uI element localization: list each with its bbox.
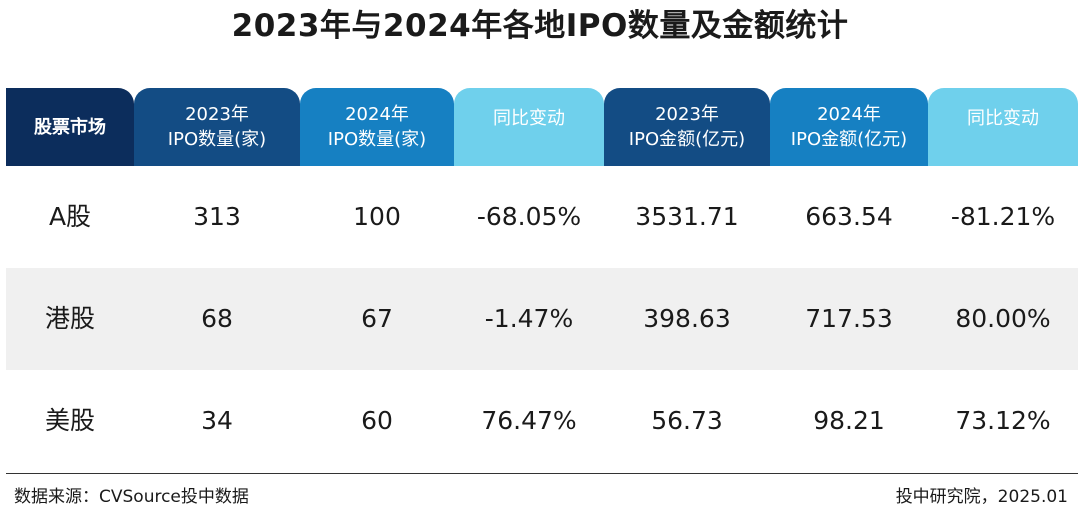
table-body: A股 313 100 -68.05% 3531.71 663.54 -81.21…	[6, 166, 1078, 472]
header-count-2024-line1: 2024年	[345, 104, 409, 125]
cell-amount-yoy: 73.12%	[955, 406, 1051, 435]
cell-ipo-amount-2024: 663.54	[805, 202, 893, 231]
header-count-yoy-line1: 同比变动	[493, 108, 565, 129]
cell-market: 美股	[44, 406, 95, 435]
cell-ipo-count-2024: 60	[361, 406, 393, 435]
header-amount-2024-line1: 2024年	[817, 104, 881, 125]
cell-ipo-count-2024: 67	[361, 304, 393, 333]
cell-market: A股	[48, 202, 92, 231]
header-count-2024: 2024年 IPO数量(家)	[300, 88, 454, 166]
header-market: 股票市场	[6, 88, 134, 166]
credit-note: 投中研究院，2025.01	[895, 487, 1068, 507]
cell-ipo-amount-2023: 56.73	[651, 406, 723, 435]
table-row: 美股 34 60 76.47% 56.73 98.21 73.12%	[6, 370, 1078, 472]
cell-market: 港股	[44, 304, 95, 333]
header-amount-2024-line2: IPO金额(亿元)	[790, 129, 908, 150]
header-count-2023: 2023年 IPO数量(家)	[134, 88, 300, 166]
cell-ipo-amount-2023: 3531.71	[635, 202, 739, 231]
cell-count-yoy: -1.47%	[484, 304, 574, 333]
header-count-yoy: 同比变动	[454, 88, 604, 166]
cell-ipo-amount-2023: 398.63	[643, 304, 731, 333]
cell-count-yoy: -68.05%	[476, 202, 582, 231]
table-row: A股 313 100 -68.05% 3531.71 663.54 -81.21…	[6, 166, 1078, 268]
header-amount-2023-line2: IPO金额(亿元)	[628, 129, 746, 150]
header-count-2023-line1: 2023年	[185, 104, 249, 125]
cell-ipo-count-2024: 100	[353, 202, 401, 231]
cell-amount-yoy: -81.21%	[950, 202, 1056, 231]
table-header: 股票市场 2023年 IPO数量(家) 2024年 IPO数量(家) 同比变动 …	[6, 88, 1078, 166]
source-note: 数据来源：CVSource投中数据	[14, 487, 249, 507]
header-count-2024-line2: IPO数量(家)	[327, 129, 427, 150]
cell-amount-yoy: 80.00%	[955, 304, 1051, 333]
footer-divider	[6, 473, 1078, 474]
cell-ipo-count-2023: 34	[201, 406, 233, 435]
header-amount-2024: 2024年 IPO金额(亿元)	[770, 88, 928, 166]
cell-ipo-amount-2024: 98.21	[813, 406, 885, 435]
header-amount-2023-line1: 2023年	[655, 104, 719, 125]
cell-ipo-count-2023: 313	[193, 202, 241, 231]
header-amount-yoy: 同比变动	[928, 88, 1078, 166]
header-amount-2023: 2023年 IPO金额(亿元)	[604, 88, 770, 166]
cell-ipo-amount-2024: 717.53	[805, 304, 893, 333]
table-row: 港股 68 67 -1.47% 398.63 717.53 80.00%	[6, 268, 1078, 370]
cell-count-yoy: 76.47%	[481, 406, 577, 435]
header-amount-yoy-line1: 同比变动	[967, 108, 1039, 129]
header-count-2023-line2: IPO数量(家)	[167, 129, 267, 150]
cell-ipo-count-2023: 68	[201, 304, 233, 333]
chart-title: 2023年与2024年各地IPO数量及金额统计	[231, 8, 849, 44]
header-market-line1: 股票市场	[34, 116, 106, 138]
